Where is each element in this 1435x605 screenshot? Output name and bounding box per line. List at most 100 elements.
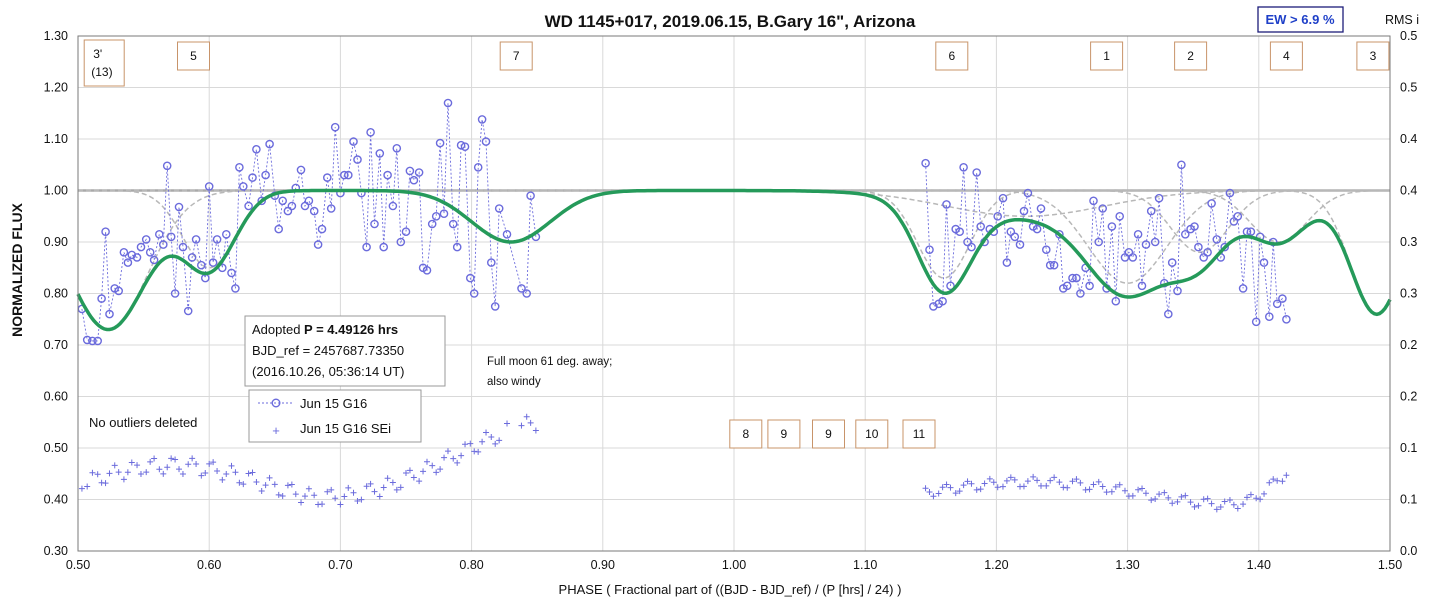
y2-tick-label: 0.4 [1400, 184, 1417, 198]
flux-point [946, 281, 955, 291]
sei-point [1112, 483, 1119, 490]
sei-point [1047, 477, 1054, 484]
flux-point [1251, 317, 1261, 327]
sei-point [406, 467, 413, 474]
sei-point [518, 422, 525, 429]
sei-point [1213, 506, 1220, 513]
sei-point [1243, 494, 1250, 501]
sei-point [1152, 496, 1159, 503]
sei-point [1195, 502, 1202, 509]
flux-point [427, 219, 437, 229]
sei-point [1135, 486, 1142, 493]
sei-point [1011, 476, 1018, 483]
flux-point [1015, 240, 1025, 249]
sei-point [471, 448, 478, 455]
flux-point [1207, 199, 1216, 208]
sei-point [210, 459, 217, 466]
sei-point [1007, 474, 1014, 481]
flux-point [304, 196, 314, 206]
sei-point [236, 479, 243, 486]
sei-point [1095, 478, 1102, 485]
sei-point [168, 455, 175, 462]
moon-note-line1: Full moon 61 deg. away; [487, 356, 612, 368]
sei-point [922, 485, 929, 492]
sei-point [124, 469, 131, 476]
sei-point [1261, 490, 1268, 497]
sei-point [198, 472, 205, 479]
flux-point [174, 202, 184, 212]
sei-point [964, 478, 971, 485]
flux-point [1212, 235, 1222, 244]
flux-point [362, 242, 371, 252]
sei-point [193, 460, 200, 467]
sei-point [271, 481, 278, 488]
flux-point [1141, 240, 1151, 249]
flux-point [1032, 224, 1042, 234]
sei-point [337, 501, 344, 508]
flux-point [261, 170, 270, 180]
flux-point [1259, 258, 1269, 267]
sei-point [371, 488, 378, 495]
flux-connector [81, 102, 537, 342]
ew-box [1257, 6, 1344, 33]
sei-point [279, 493, 286, 500]
sei-point [935, 490, 942, 497]
sei-point [939, 484, 946, 491]
flux-point [401, 227, 411, 236]
flux-point [309, 206, 319, 216]
sei-point [1217, 503, 1224, 510]
sei-point [403, 469, 409, 476]
flux-point [178, 242, 188, 252]
sei-point [1043, 482, 1050, 489]
flux-point [343, 170, 353, 180]
sei-point [120, 476, 127, 483]
sei-point [134, 462, 141, 469]
flux-point [1085, 281, 1094, 291]
sei-point [393, 486, 400, 493]
flux-point [1111, 296, 1121, 306]
flux-point [967, 242, 976, 252]
flux-point [1203, 247, 1212, 257]
flux-point [313, 240, 323, 249]
sei-point [288, 481, 295, 488]
flux-point [141, 235, 151, 244]
flux-point [1278, 294, 1287, 303]
flux-point [119, 247, 129, 257]
flux-point [278, 196, 288, 206]
dip-label-text: 3' [93, 47, 102, 61]
flux-point [158, 240, 168, 249]
dip-label-box [1174, 41, 1208, 71]
flux-point [486, 258, 496, 267]
flux-point [1055, 229, 1064, 239]
x-axis-title: PHASE ( Fractional part of ((BJD - BJD_r… [559, 582, 902, 597]
sei-point [999, 483, 1006, 490]
sei-point [1169, 500, 1176, 507]
x-tick-label: 1.40 [1247, 558, 1271, 572]
dip-label-text: 7 [513, 49, 520, 63]
sei-point [1142, 490, 1149, 497]
flux-point [460, 142, 470, 151]
dip-label-box [1356, 41, 1390, 71]
sei-point [1121, 487, 1128, 494]
sei-point [523, 413, 530, 420]
sei-point [202, 469, 209, 476]
flux-point [326, 204, 336, 213]
flux-point [1010, 232, 1020, 242]
sei-point [232, 469, 239, 476]
sei-point [420, 468, 427, 475]
sei-point [1274, 477, 1281, 484]
sei-point [437, 466, 444, 473]
dip-label-box [1269, 41, 1303, 71]
y-tick-labels: 0.30 0.40 0.50 0.60 0.70 0.80 0.90 1.00 1.10 1.20… [44, 29, 68, 558]
sei-point [990, 479, 997, 486]
sei-point [249, 469, 256, 476]
legend-sei-label: Jun 15 G16 SEi [300, 421, 391, 436]
plot-area-frame [77, 35, 1391, 552]
flux-point [481, 137, 491, 146]
flux-point [1154, 193, 1164, 203]
dip-label-text: 3 [1370, 49, 1377, 63]
sei-point [943, 481, 950, 488]
flux-point [955, 227, 965, 236]
flux-point [82, 335, 92, 345]
flux-point [938, 296, 947, 306]
